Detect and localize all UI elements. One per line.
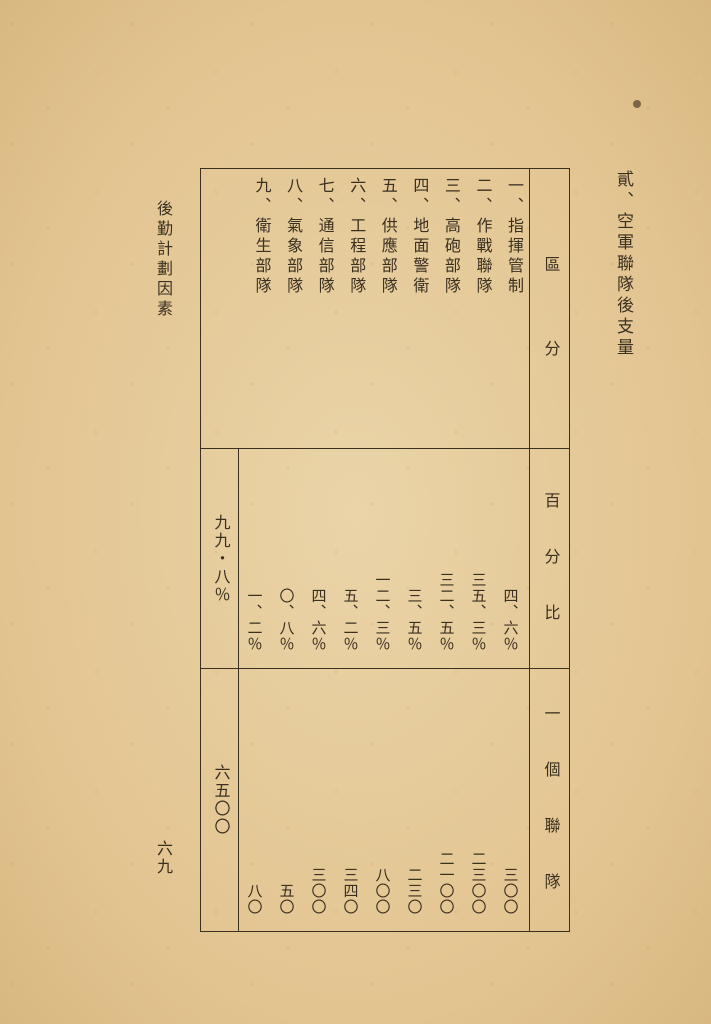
sum-percent: 九九・八％ (201, 449, 239, 668)
item-name: 五、供應部隊 (369, 177, 399, 440)
table-row-categories: 區 分 一、指揮管制 二、作戰聯隊 三、高砲部隊 四、地面警衛 五、供應部隊 六… (201, 169, 569, 449)
header-count: 一 個 聯 隊 (529, 669, 569, 931)
table-row-count: 一 個 聯 隊 六五〇〇 三〇〇 二三〇〇 二一〇〇 二三〇 八〇〇 三四〇 三… (201, 669, 569, 931)
item-percent: 三五、三％ (463, 457, 493, 660)
page-number: 六九 (150, 840, 174, 876)
item-count: 二一〇〇 (431, 677, 461, 923)
header-categories: 區 分 (529, 169, 569, 448)
item-count: 三〇〇 (303, 677, 333, 923)
item-name: 八、氣象部隊 (275, 177, 305, 440)
item-name: 九、衛生部隊 (243, 177, 273, 440)
item-percent: 三、五％ (399, 457, 429, 660)
section-title: 貳、空軍聯隊後支量 (611, 170, 636, 359)
item-count: 八〇 (239, 677, 269, 923)
item-percent: 四、六％ (303, 457, 333, 660)
item-percent: 一、二％ (239, 457, 269, 660)
item-count: 八〇〇 (367, 677, 397, 923)
item-percent: 四、六％ (495, 457, 525, 660)
data-table: 區 分 一、指揮管制 二、作戰聯隊 三、高砲部隊 四、地面警衛 五、供應部隊 六… (200, 168, 570, 932)
item-name: 七、通信部隊 (306, 177, 336, 440)
count-body: 三〇〇 二三〇〇 二一〇〇 二三〇 八〇〇 三四〇 三〇〇 五〇 八〇 (239, 669, 529, 931)
item-percent: 五、二％ (335, 457, 365, 660)
item-name: 六、工程部隊 (338, 177, 368, 440)
item-count: 二三〇〇 (463, 677, 493, 923)
item-percent: 一二、三％ (367, 457, 397, 660)
item-count: 五〇 (271, 677, 301, 923)
sum-count: 六五〇〇 (201, 669, 239, 931)
item-count: 二三〇 (399, 677, 429, 923)
item-count: 三四〇 (335, 677, 365, 923)
item-name: 一、指揮管制 (495, 177, 525, 440)
percent-body: 四、六％ 三五、三％ 三二、五％ 三、五％ 一二、三％ 五、二％ 四、六％ 〇、… (239, 449, 529, 668)
footer-label: 後勤計劃因素 (150, 200, 174, 320)
header-percent: 百 分 比 (529, 449, 569, 668)
item-name: 三、高砲部隊 (432, 177, 462, 440)
item-percent: 三二、五％ (431, 457, 461, 660)
item-name: 四、地面警衛 (401, 177, 431, 440)
categories-body: 一、指揮管制 二、作戰聯隊 三、高砲部隊 四、地面警衛 五、供應部隊 六、工程部… (239, 169, 529, 448)
item-name: 二、作戰聯隊 (464, 177, 494, 440)
item-count: 三〇〇 (495, 677, 525, 923)
item-percent: 〇、八％ (271, 457, 301, 660)
table-row-percent: 百 分 比 九九・八％ 四、六％ 三五、三％ 三二、五％ 三、五％ 一二、三％ … (201, 449, 569, 669)
